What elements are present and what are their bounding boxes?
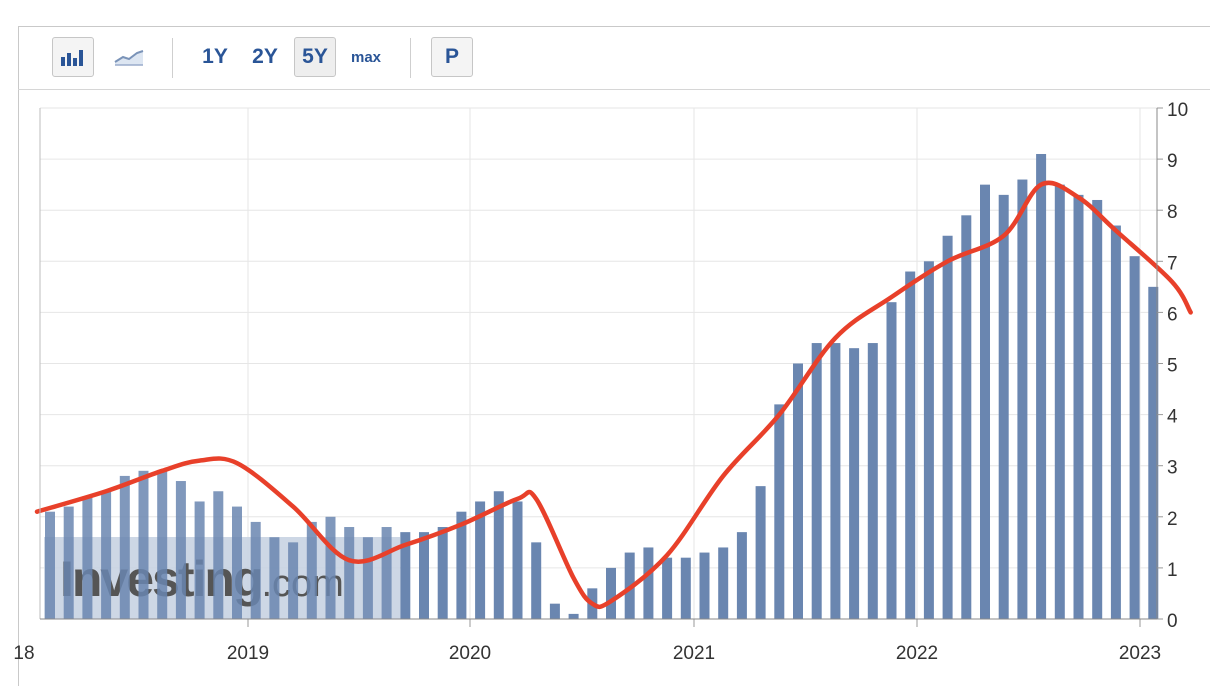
line-chart-button[interactable]: [106, 37, 152, 77]
range-max-button[interactable]: max: [350, 48, 382, 66]
chart-toolbar: 1Y 2Y 5Y max P: [18, 26, 1210, 90]
line-chart-icon: [114, 50, 144, 66]
chart-frame: [18, 26, 1210, 686]
bar-chart-button[interactable]: [52, 37, 94, 77]
bar-chart-icon: [61, 50, 83, 66]
p-button[interactable]: P: [431, 37, 473, 77]
toolbar-divider: [172, 38, 173, 78]
toolbar-divider: [410, 38, 411, 78]
range-1y-button[interactable]: 1Y: [202, 45, 228, 68]
range-2y-button[interactable]: 2Y: [252, 45, 278, 68]
range-5y-button[interactable]: 5Y: [294, 37, 336, 77]
